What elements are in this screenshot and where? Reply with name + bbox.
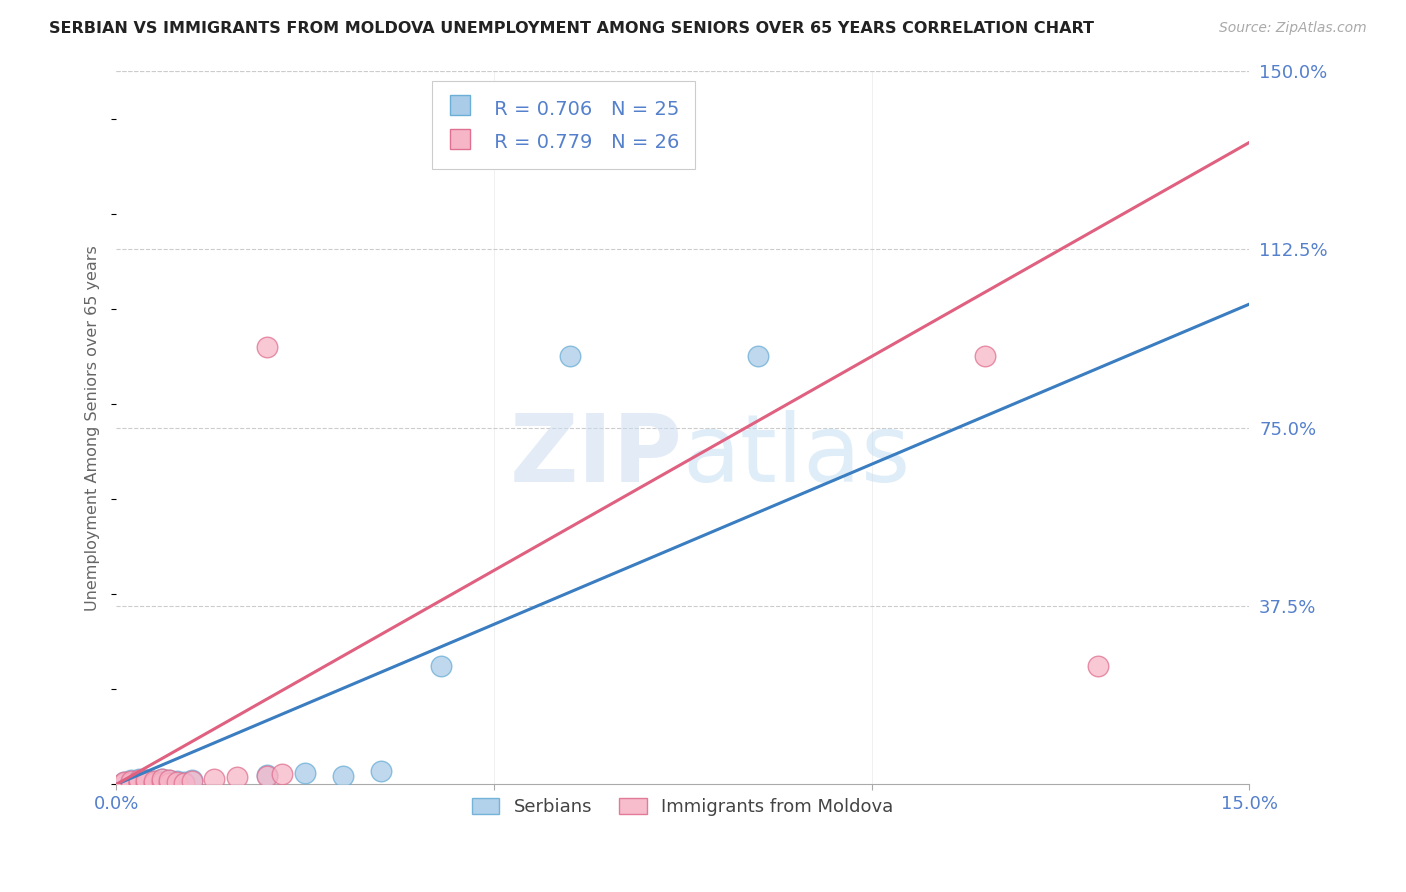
Point bbox=[128, 776, 150, 790]
Point bbox=[256, 768, 278, 782]
Point bbox=[128, 776, 150, 790]
Point bbox=[112, 774, 135, 789]
Point bbox=[747, 350, 769, 364]
Text: atlas: atlas bbox=[683, 410, 911, 502]
Point bbox=[1087, 658, 1109, 673]
Point bbox=[128, 774, 150, 789]
Point bbox=[150, 775, 173, 789]
Text: Source: ZipAtlas.com: Source: ZipAtlas.com bbox=[1219, 21, 1367, 35]
Point bbox=[128, 772, 150, 786]
Point bbox=[150, 772, 173, 787]
Point bbox=[204, 772, 226, 786]
Point bbox=[112, 776, 135, 790]
Point bbox=[135, 773, 157, 788]
Point bbox=[120, 773, 142, 788]
Point bbox=[226, 770, 249, 784]
Point bbox=[332, 769, 354, 783]
Point bbox=[120, 776, 142, 790]
Point bbox=[135, 775, 157, 789]
Point bbox=[370, 764, 392, 778]
Point bbox=[120, 775, 142, 789]
Point bbox=[157, 775, 180, 789]
Text: SERBIAN VS IMMIGRANTS FROM MOLDOVA UNEMPLOYMENT AMONG SENIORS OVER 65 YEARS CORR: SERBIAN VS IMMIGRANTS FROM MOLDOVA UNEMP… bbox=[49, 21, 1094, 36]
Point bbox=[430, 658, 453, 673]
Point bbox=[180, 773, 202, 788]
Point bbox=[143, 776, 166, 790]
Point bbox=[271, 767, 294, 781]
Point bbox=[143, 774, 166, 789]
Point bbox=[157, 775, 180, 789]
Point bbox=[180, 773, 202, 788]
Point bbox=[173, 775, 195, 789]
Point bbox=[135, 773, 157, 788]
Point bbox=[150, 772, 173, 787]
Point bbox=[143, 776, 166, 790]
Point bbox=[135, 775, 157, 789]
Point bbox=[112, 774, 135, 789]
Point bbox=[128, 775, 150, 789]
Point bbox=[166, 774, 188, 789]
Point bbox=[128, 772, 150, 787]
Point bbox=[112, 776, 135, 790]
Point bbox=[157, 773, 180, 788]
Point bbox=[150, 775, 173, 789]
Point bbox=[256, 769, 278, 783]
Point bbox=[166, 774, 188, 789]
Legend: Serbians, Immigrants from Moldova: Serbians, Immigrants from Moldova bbox=[464, 789, 903, 825]
Point bbox=[143, 773, 166, 788]
Point bbox=[120, 776, 142, 790]
Point bbox=[173, 775, 195, 789]
Text: ZIP: ZIP bbox=[510, 410, 683, 502]
Point bbox=[120, 772, 142, 787]
Point bbox=[256, 340, 278, 354]
Point bbox=[558, 350, 581, 364]
Point bbox=[157, 772, 180, 787]
Point bbox=[294, 765, 316, 780]
Point bbox=[974, 350, 997, 364]
Y-axis label: Unemployment Among Seniors over 65 years: Unemployment Among Seniors over 65 years bbox=[86, 245, 100, 611]
